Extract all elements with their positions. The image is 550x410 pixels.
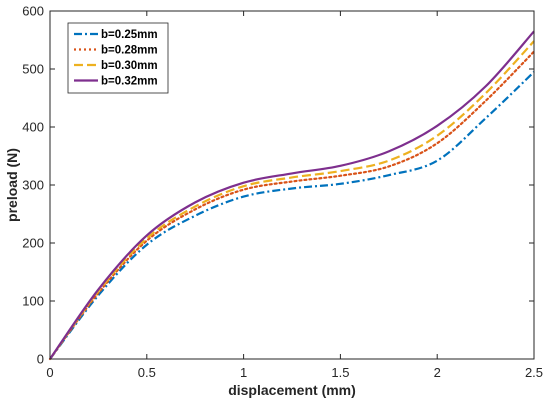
y-tick-label: 300 — [22, 178, 44, 193]
y-tick-label: 500 — [22, 62, 44, 77]
legend-entry: b=0.30mm — [101, 60, 158, 72]
series-line-4 — [49, 30, 535, 360]
y-axis-title: preload (N) — [4, 148, 20, 222]
legend-entry: b=0.28mm — [101, 45, 158, 57]
x-tick-label: 2 — [434, 365, 441, 380]
y-tick-label: 600 — [22, 4, 44, 19]
legend-entry: b=0.25mm — [101, 29, 158, 41]
x-axis-title: displacement (mm) — [228, 382, 356, 398]
y-tick-label: 0 — [37, 352, 44, 367]
x-tick-label: 0 — [46, 365, 53, 380]
x-tick-label: 0.5 — [138, 365, 156, 380]
series-line-3 — [49, 40, 535, 360]
tick-layer: 0 0.5 1 1.5 2 2.5 0 100 200 300 400 500 600 — [22, 4, 543, 381]
x-tick-label: 2.5 — [525, 365, 543, 380]
x-tick-label: 1 — [240, 365, 247, 380]
series-line-2 — [48, 50, 536, 361]
legend: b=0.25mm b=0.28mm b=0.30mm b=0.32mm — [67, 22, 169, 94]
series-line-1 — [49, 71, 535, 360]
series-layer — [48, 30, 536, 361]
y-tick-label: 400 — [22, 120, 44, 135]
y-tick-label: 200 — [22, 236, 44, 251]
y-tick-label: 100 — [22, 294, 44, 309]
x-tick-label: 1.5 — [331, 365, 349, 380]
legend-entry: b=0.32mm — [101, 76, 158, 88]
